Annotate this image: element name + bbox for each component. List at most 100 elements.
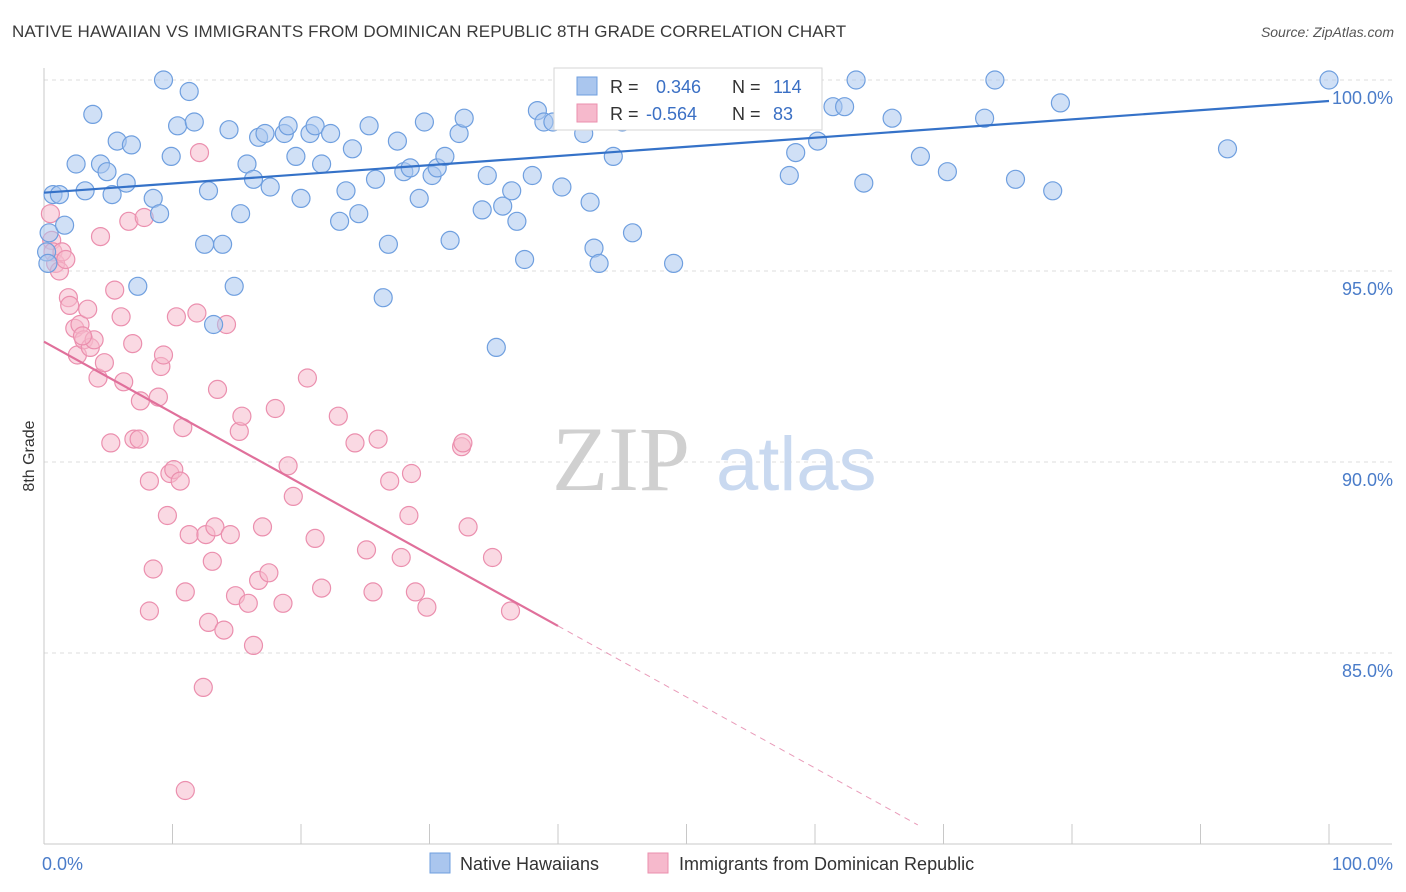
point-dominican-67: [305, 528, 325, 549]
point-dominican-82: [482, 547, 503, 568]
point-native-hawaiians-44: [336, 181, 356, 201]
point-native-hawaiians-10: [97, 162, 117, 182]
point-native-hawaiians-46: [349, 204, 369, 224]
point-dominican-41: [175, 582, 195, 602]
point-dominican-35: [157, 505, 177, 526]
point-native-hawaiians-1: [38, 253, 58, 273]
x-axis-ticks: [43, 824, 1330, 844]
point-dominican-70: [345, 433, 365, 453]
legend-label-native-hawaiians: Native Hawaiians: [460, 854, 599, 874]
point-native-hawaiians-45: [342, 139, 362, 159]
point-native-hawaiians-19: [161, 146, 181, 166]
point-dominican-38: [166, 307, 186, 327]
trend-line-dominican: [43, 340, 559, 627]
point-native-hawaiians-50: [378, 234, 398, 254]
point-dominican-73: [368, 429, 388, 449]
stats-pink-swatch: [576, 103, 598, 123]
stats-blue-n-label: N =: [732, 77, 761, 97]
point-dominican-0: [40, 204, 61, 224]
point-native-hawaiians-38: [291, 188, 311, 208]
point-dominican-18: [94, 353, 115, 373]
point-dominican-63: [273, 593, 293, 613]
point-native-hawaiians-34: [260, 177, 280, 197]
point-dominican-78: [405, 582, 425, 602]
point-dominican-24: [123, 334, 143, 354]
point-native-hawaiians-13: [116, 173, 136, 193]
point-dominican-51: [214, 620, 234, 640]
point-native-hawaiians-58: [435, 146, 455, 166]
stats-pink-r-value: -0.564: [646, 104, 697, 124]
point-native-hawaiians-5: [54, 215, 75, 235]
point-native-hawaiians-22: [184, 112, 204, 132]
stats-box-frame: [553, 67, 823, 131]
point-native-hawaiians-63: [477, 165, 497, 186]
point-dominican-45: [193, 677, 213, 698]
point-native-hawaiians-15: [128, 276, 148, 296]
trend-extension-dominican: [557, 625, 919, 826]
point-native-hawaiians-105: [1217, 139, 1238, 159]
point-native-hawaiians-48: [365, 169, 386, 189]
x-tick-label-1: 100.0%: [1332, 854, 1393, 874]
point-dominican-13: [78, 299, 98, 319]
point-native-hawaiians-65: [493, 196, 513, 216]
point-native-hawaiians-4: [49, 185, 70, 205]
trend-lines: [43, 99, 1330, 826]
legend-swatch-native-hawaiians: [429, 852, 451, 874]
point-dominican-58: [243, 635, 264, 656]
point-dominican-34: [153, 345, 174, 365]
point-native-hawaiians-66: [502, 181, 522, 201]
stats-blue-r-value: 0.346: [656, 77, 701, 97]
point-native-hawaiians-21: [179, 81, 199, 102]
point-native-hawaiians-23: [195, 234, 215, 254]
watermark: ZIP atlas: [552, 408, 877, 510]
point-native-hawaiians-49: [373, 288, 393, 308]
point-dominican-49: [205, 517, 225, 537]
point-native-hawaiians-90: [779, 165, 799, 186]
point-native-hawaiians-96: [854, 173, 874, 193]
point-native-hawaiians-47: [359, 116, 379, 136]
watermark-zip: ZIP: [552, 408, 690, 510]
point-native-hawaiians-101: [985, 70, 1005, 90]
point-dominican-65: [283, 486, 303, 506]
point-dominican-53: [220, 524, 240, 545]
point-dominican-64: [278, 456, 298, 476]
point-dominican-81: [458, 517, 478, 537]
point-dominican-29: [139, 471, 159, 491]
point-native-hawaiians-18: [153, 70, 174, 90]
watermark-atlas: atlas: [716, 422, 877, 507]
x-tick-label-0: 0.0%: [42, 854, 83, 874]
point-native-hawaiians-67: [507, 211, 527, 231]
stats-pink-n-value: 83: [773, 104, 793, 124]
point-dominican-47: [198, 612, 219, 633]
point-native-hawaiians-43: [330, 211, 350, 231]
x-axis-tick-labels: 0.0% 100.0%: [42, 854, 1393, 874]
point-dominican-76: [399, 505, 419, 526]
source-credit: Source: ZipAtlas.com: [1260, 24, 1394, 40]
point-dominican-44: [189, 143, 210, 163]
point-native-hawaiians-83: [622, 223, 643, 243]
stats-pink-n-label: N =: [732, 104, 761, 124]
point-dominican-8: [60, 295, 80, 315]
point-native-hawaiians-103: [1043, 181, 1063, 201]
stats-blue-swatch: [576, 76, 598, 96]
point-dominican-26: [129, 429, 149, 449]
point-native-hawaiians-37: [286, 146, 306, 166]
point-dominican-61: [259, 563, 279, 583]
point-native-hawaiians-59: [440, 230, 460, 250]
point-native-hawaiians-81: [603, 146, 623, 166]
point-native-hawaiians-26: [213, 234, 233, 254]
point-native-hawaiians-33: [255, 123, 275, 144]
stats-pink-r-label: R =: [610, 104, 639, 124]
series-dominican-points: [40, 143, 521, 801]
point-native-hawaiians-54: [409, 188, 429, 208]
point-native-hawaiians-6: [66, 154, 86, 174]
point-native-hawaiians-17: [150, 204, 170, 224]
point-native-hawaiians-55: [414, 112, 434, 132]
point-native-hawaiians-29: [231, 204, 251, 224]
point-dominican-68: [312, 578, 332, 598]
point-native-hawaiians-104: [1050, 93, 1071, 113]
point-dominican-31: [143, 559, 163, 579]
y-tick-label-1: 90.0%: [1342, 470, 1393, 490]
point-dominican-56: [232, 406, 252, 426]
point-dominican-39: [170, 471, 190, 491]
